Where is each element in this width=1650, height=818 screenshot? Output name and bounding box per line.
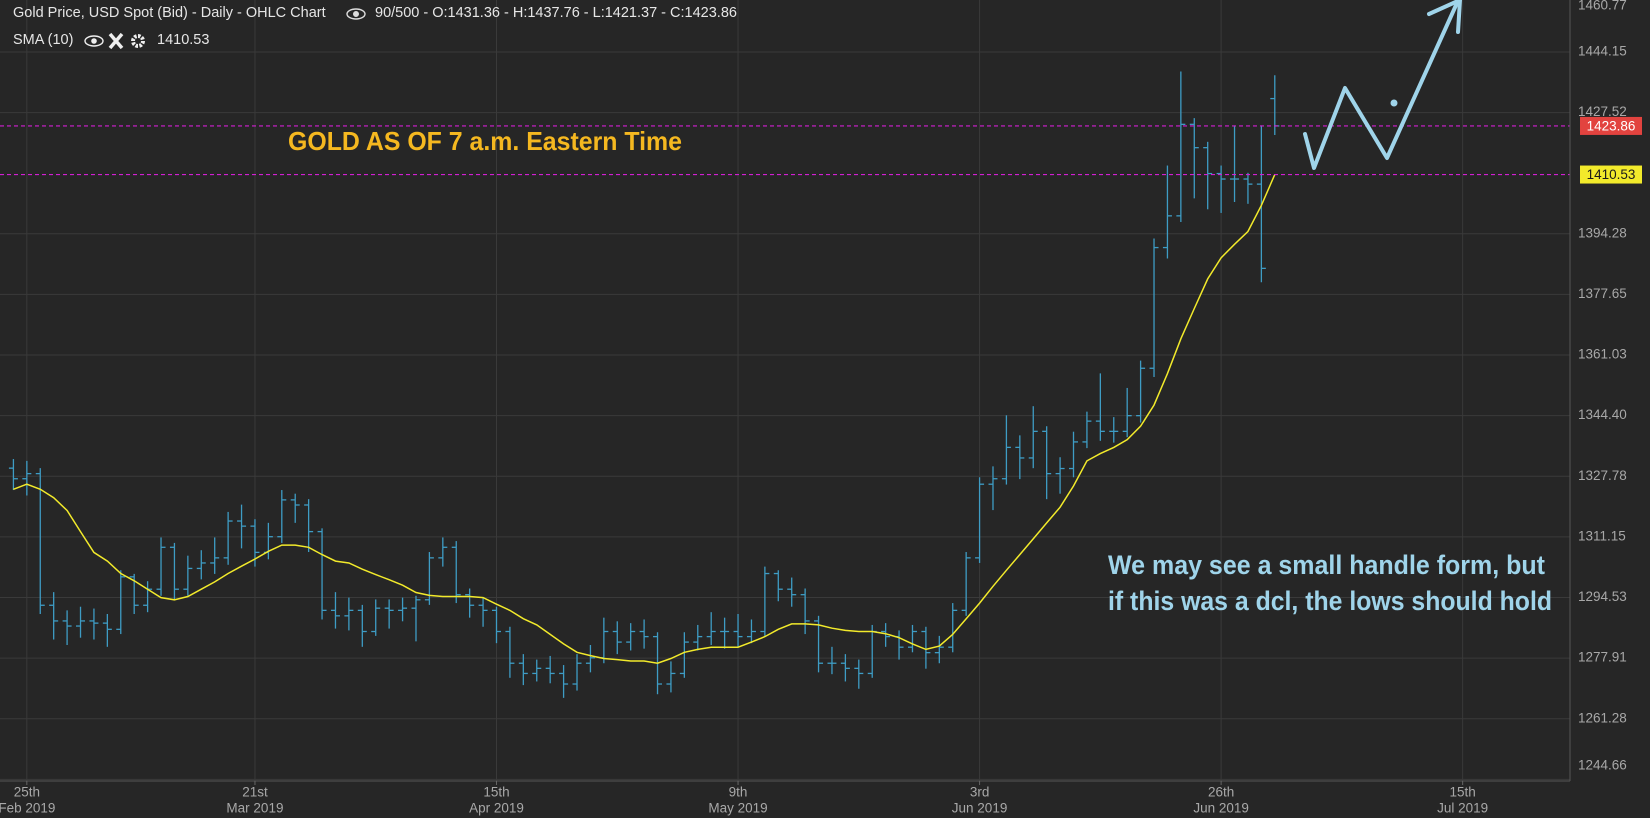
- y-tick-label: 1327.78: [1578, 468, 1627, 483]
- ohlc-info: 90/500 - O:1431.36 - H:1437.76 - L:1421.…: [375, 5, 737, 21]
- marks: [0, 71, 1570, 698]
- x-tick-label: 25th: [14, 785, 40, 800]
- x-tick-label: 26th: [1208, 785, 1234, 800]
- chart-title: Gold Price, USD Spot (Bid) - Daily - OHL…: [13, 5, 326, 21]
- y-tick-label: 1294.53: [1578, 589, 1627, 604]
- x-tick-sublabel: Jul 2019: [1437, 801, 1488, 816]
- y-tick-label: 1361.03: [1578, 347, 1627, 362]
- annotation: if this was a dcl, the lows should hold: [1108, 586, 1552, 616]
- x-tick-sublabel: Jun 2019: [1193, 801, 1249, 816]
- x-tick-sublabel: Apr 2019: [469, 801, 524, 816]
- y-tick-label: 1444.15: [1578, 44, 1627, 59]
- y-tick-label: 1344.40: [1578, 407, 1627, 422]
- y-tick-label: 1244.66: [1578, 758, 1627, 773]
- x-tick-label: 3rd: [970, 785, 990, 800]
- price-label: 1423.86: [1587, 118, 1636, 133]
- y-tick-label: 1261.28: [1578, 710, 1627, 725]
- annotation: We may see a small handle form, but: [1108, 550, 1545, 580]
- price-label-box: [1580, 165, 1642, 184]
- x-tick-label: 21st: [242, 785, 268, 800]
- x-tick-sublabel: May 2019: [708, 801, 767, 816]
- grid: [0, 0, 1570, 781]
- y-tick-label: 1460.77: [1578, 0, 1627, 13]
- sma-legend: SMA (10): [13, 32, 73, 48]
- price-label: 1410.53: [1587, 167, 1636, 182]
- hand-drawn-arrow: [1303, 0, 1462, 170]
- y-tick-label: 1311.15: [1578, 528, 1626, 543]
- arrow-path: [1303, 1, 1459, 170]
- annotation: GOLD AS OF 7 a.m. Eastern Time: [288, 126, 682, 156]
- eye-icon: [346, 8, 366, 20]
- x-tick-label: 9th: [729, 785, 748, 800]
- y-tick-label: 1394.28: [1578, 225, 1627, 240]
- arrow-head: [1427, 0, 1462, 34]
- sma-value: 1410.53: [157, 32, 209, 48]
- sma-icons: [84, 32, 145, 50]
- x-tick-label: 15th: [483, 785, 509, 800]
- x-tick-sublabel: Mar 2019: [226, 801, 283, 816]
- y-tick-label: 1377.65: [1578, 286, 1627, 301]
- arrow-dot: [1390, 99, 1398, 107]
- x-tick-sublabel: Jun 2019: [952, 801, 1008, 816]
- x-tick-label: 15th: [1450, 785, 1476, 800]
- y-tick-label: 1277.91: [1578, 650, 1627, 665]
- x-tick-sublabel: Feb 2019: [0, 801, 55, 816]
- sma-line: [13, 174, 1276, 664]
- price-label-box: [1580, 116, 1642, 135]
- y-tick-label: 1427.52: [1578, 104, 1627, 119]
